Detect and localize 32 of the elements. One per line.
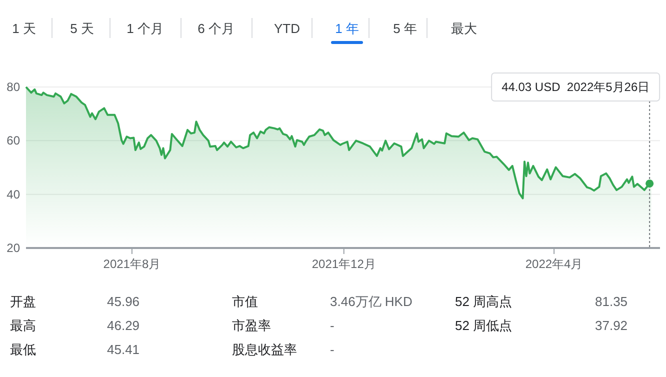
category-label: 1 天 — [12, 21, 36, 36]
y-tick-label: 20 — [6, 241, 20, 255]
category-label: 1 年 — [335, 21, 359, 36]
x-tick-label: 2021年12月 — [312, 257, 376, 271]
y-tick-label: 60 — [6, 134, 20, 148]
text: 市盈率 — [232, 318, 271, 333]
text: 81.35 — [595, 294, 628, 309]
x-tick-label: 2022年4月 — [525, 257, 583, 271]
text: 52 周低点 — [455, 318, 512, 333]
text: 股息收益率 — [232, 342, 297, 357]
x-tick-label: 2021年8月 — [103, 257, 161, 271]
text: 最高 — [10, 318, 36, 333]
text: - — [330, 318, 334, 333]
text: 市值 — [232, 294, 258, 309]
category-label: 最大 — [451, 21, 477, 36]
category-label: 5 天 — [70, 21, 94, 36]
text: 37.92 — [595, 318, 628, 333]
annotation: 44.03 USD 2022年5月26日 — [502, 80, 650, 94]
text: 3.46万亿 HKD — [330, 294, 412, 309]
text: 52 周高点 — [455, 294, 512, 309]
text: 46.29 — [107, 318, 140, 333]
text: 最低 — [10, 342, 36, 357]
category-label: 1 个月 — [126, 21, 164, 36]
y-tick-label: 80 — [6, 80, 20, 94]
text: 45.96 — [107, 294, 140, 309]
category-label: 5 年 — [393, 21, 417, 36]
category-label: 6 个月 — [198, 21, 234, 36]
text: 开盘 — [10, 294, 36, 309]
category-label: YTD — [274, 21, 300, 36]
text: - — [330, 342, 334, 357]
text: 45.41 — [107, 342, 140, 357]
y-tick-label: 40 — [6, 187, 20, 202]
